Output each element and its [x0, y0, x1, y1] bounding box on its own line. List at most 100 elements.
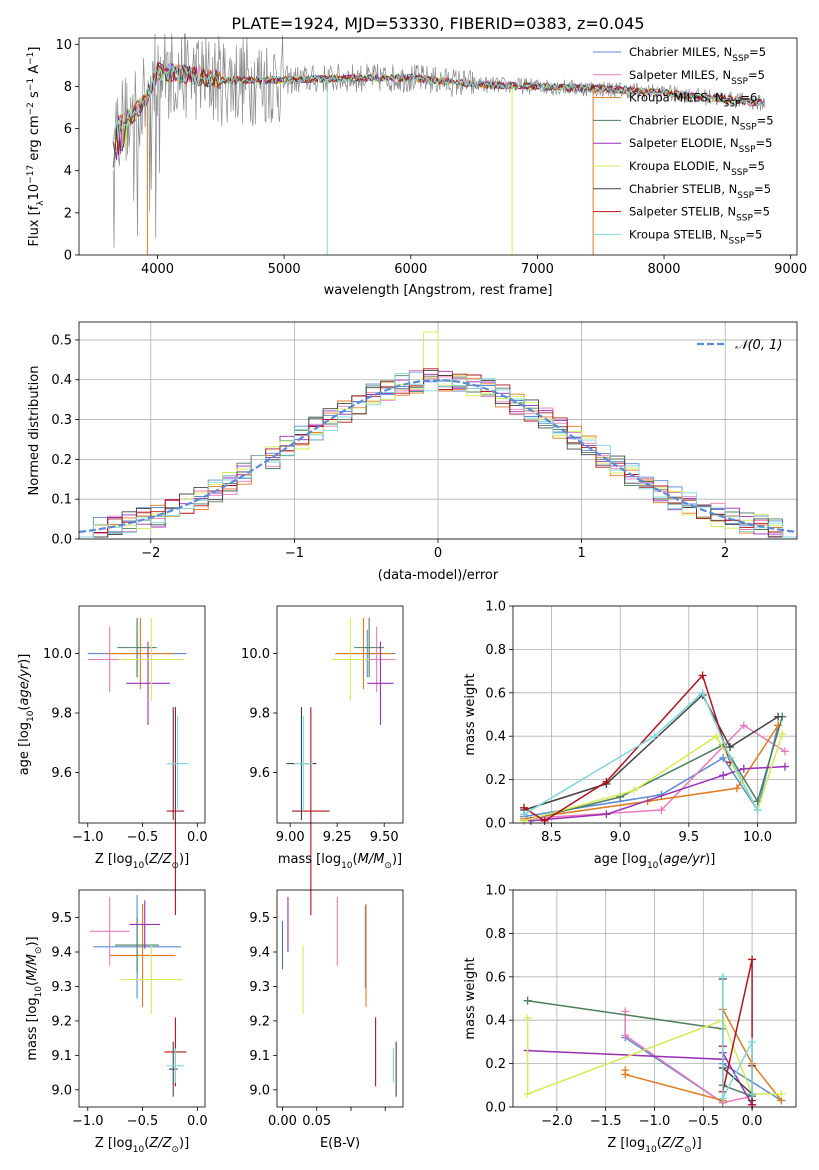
model-line-kroupa-stelib: [112, 64, 765, 143]
x-tick-label: 0.0: [187, 1114, 208, 1129]
label-part: Salpeter ELODIE, N: [629, 136, 739, 150]
plot-area: [112, 32, 766, 255]
data-point: [719, 771, 728, 780]
plot-area: [281, 896, 397, 1097]
y-tick-label: 9.0: [249, 1083, 270, 1098]
y-tick-label: 0.6: [485, 970, 506, 985]
label-part: ⊙: [684, 1145, 692, 1155]
x-tick-label: −0.5: [127, 830, 159, 845]
axes-frame: [78, 605, 206, 824]
label-part: (: [25, 981, 40, 986]
weight-line-salpeter-miles: [523, 724, 786, 820]
data-point: [748, 1089, 757, 1098]
y-tick-label: 0.3: [51, 413, 72, 428]
y-tick-label: 1.0: [485, 600, 506, 615]
label-part: SSP: [737, 191, 754, 201]
x-tick-label: −0.5: [688, 1114, 720, 1129]
x-tick-label: 8000: [647, 262, 680, 277]
label-part: 10: [27, 184, 42, 201]
label-part: ]: [27, 47, 42, 52]
x-axis-label: wavelength [Angstrom, rest frame]: [324, 283, 553, 298]
x-tick-label: 0.0: [742, 1114, 763, 1129]
data-point: [602, 777, 611, 786]
label-part: (: [353, 852, 358, 867]
label-part: Salpeter STELIB, N: [629, 205, 736, 219]
x-tick-label: 0.0: [187, 830, 208, 845]
y-tick-label: 0.8: [485, 643, 506, 658]
data-point: [781, 747, 790, 756]
label-part: SSP: [732, 54, 749, 64]
y-tick-label: 9.6: [51, 766, 72, 781]
y-tick-label: 10.0: [43, 647, 72, 662]
data-point: [698, 671, 707, 680]
data-point: [719, 753, 728, 762]
weight-line-kroupa-miles: [523, 724, 779, 820]
y-tick-label: 9.4: [51, 946, 72, 961]
label-part: =5: [754, 182, 771, 196]
label-part: SSP: [740, 122, 757, 132]
label-part: (: [144, 852, 149, 867]
label-part: SSP: [729, 236, 746, 246]
label-part: =5: [748, 159, 765, 173]
label-part: Salpeter MILES, N: [629, 68, 731, 82]
data-point: [621, 1070, 630, 1079]
label-part: )]: [179, 852, 189, 867]
label-part: (: [658, 852, 663, 867]
label-part: 10: [34, 986, 44, 998]
label-part: Chabrier ELODIE, N: [629, 113, 740, 127]
label-part: ⊙: [171, 861, 179, 871]
y-tick-label: 0.4: [485, 1014, 506, 1029]
x-tick-label: 0.05: [302, 1114, 331, 1129]
legend-entry: Salpeter MILES, NSSP=5: [629, 68, 765, 87]
y-tick-label: 10: [55, 38, 72, 53]
x-tick-label: 9.25: [323, 830, 352, 845]
data-point: [698, 688, 707, 697]
x-tick-label: −1.5: [590, 1114, 622, 1129]
label-part: A: [27, 65, 42, 78]
label-part: ⊙: [34, 947, 44, 955]
data-point: [726, 743, 735, 752]
y-tick-label: 8: [64, 80, 72, 95]
data-point: [523, 1014, 532, 1023]
label-part: −1: [26, 78, 36, 91]
label-part: =5: [757, 113, 774, 127]
x-tick-label: 9.0: [610, 830, 631, 845]
y-axis-label: mass weight: [463, 673, 478, 755]
label-part: −17: [26, 165, 36, 184]
y-tick-label: 9.5: [249, 911, 270, 926]
y-tick-label: 0.8: [485, 927, 506, 942]
y-tick-label: 6: [64, 122, 72, 137]
y-tick-label: 4: [64, 164, 72, 179]
label-part: SSP: [736, 214, 753, 224]
y-tick-label: 1.0: [485, 884, 506, 899]
x-tick-label: 9000: [774, 262, 807, 277]
data-point: [519, 810, 528, 819]
y-tick-label: 0: [64, 249, 72, 264]
label-part: =5: [756, 136, 773, 150]
x-axis-label: mass [log10(M/M⊙)]: [278, 852, 402, 871]
y-axis-label: Flux [fλ10−17 erg cm−2 s−1 A−1]: [26, 47, 46, 247]
axes-frame: [276, 889, 404, 1108]
data-point: [650, 732, 659, 741]
legend-entry: Chabrier ELODIE, NSSP=5: [629, 113, 774, 132]
label-part: age/yr: [17, 662, 32, 705]
data-point: [774, 712, 783, 721]
x-tick-label: 5000: [268, 262, 301, 277]
plot-area: [519, 671, 790, 825]
label-part: 10: [645, 1145, 657, 1155]
legend-entry: Kroupa ELODIE, NSSP=5: [629, 159, 765, 178]
legend-entry: Kroupa STELIB, NSSP=5: [629, 227, 762, 246]
histogram-kroupa-stelib: [78, 373, 798, 539]
label-part: (: [17, 706, 32, 711]
y-tick-label: 10.0: [241, 647, 270, 662]
panel-age-mass: 9.00 9.25 9.50 9.6 9.8 10.0 mass [log10(M/M⊙)]: [241, 605, 404, 916]
y-tick-label: 9.8: [51, 707, 72, 722]
y-axis-label: age [log10(age/yr)]: [17, 654, 36, 776]
y-tick-label: 9.3: [249, 980, 270, 995]
y-tick-label: 0.0: [51, 533, 72, 548]
data-point: [774, 721, 783, 730]
x-tick-label: −2: [141, 546, 160, 561]
legend-entry: Salpeter STELIB, NSSP=5: [629, 205, 770, 224]
label-part: mass [log: [278, 852, 341, 867]
label-part: −2: [26, 102, 36, 115]
